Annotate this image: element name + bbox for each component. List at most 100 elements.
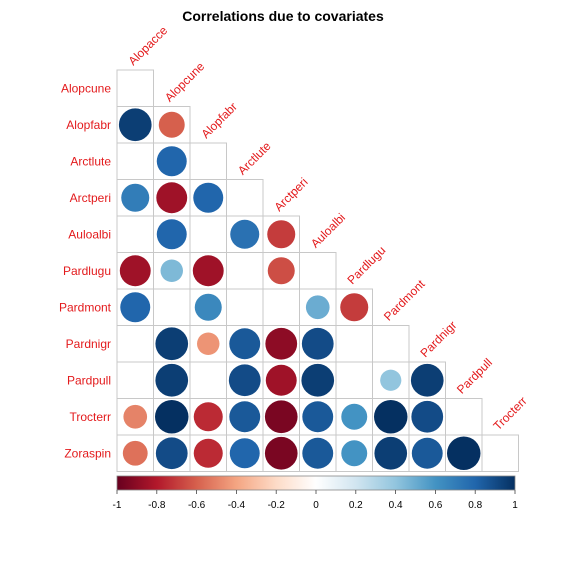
grid-cell — [299, 252, 337, 290]
row-label: Alopfabr — [66, 118, 111, 132]
corr-circle-pardmont-alopfabr — [194, 293, 222, 321]
grid-cell — [372, 325, 410, 363]
grid-cell — [116, 361, 154, 399]
grid-cell — [189, 361, 227, 399]
grid-cell — [189, 215, 227, 253]
corr-circle-arctperi-alopacce — [121, 183, 150, 212]
corr-circle-zoraspin-alopacce — [122, 440, 148, 466]
corr-circle-zoraspin-pardlugu — [341, 440, 368, 467]
row-labels: Alopcune Alopfabr Arctlute Arctperi Auloalbi… — [59, 81, 112, 460]
grid-cell — [226, 288, 264, 326]
colorbar: -1 -0.8 -0.6 -0.4 -0.2 0 0.2 0.4 0.6 0.8 1 — [113, 475, 518, 511]
corr-circle-pardlugu-arctperi — [267, 257, 295, 285]
colorbar-tick-label: -0.6 — [188, 500, 206, 511]
corr-circle-pardlugu-alopcune — [160, 259, 183, 282]
corr-circle-pardmont-auloalbi — [305, 295, 330, 320]
corr-circle-trocterr-auloalbi — [302, 401, 334, 433]
grid-cell — [116, 142, 154, 180]
row-label: Zoraspin — [64, 446, 111, 460]
colorbar-gradient — [117, 476, 515, 490]
corr-circle-zoraspin-pardpull — [447, 436, 481, 470]
corr-circle-auloalbi-arctlute — [230, 219, 260, 249]
corr-circle-trocterr-pardlugu — [341, 403, 368, 430]
row-label: Pardpull — [67, 373, 111, 387]
colorbar-tick-label: -0.4 — [228, 500, 246, 511]
corr-circle-trocterr-alopfabr — [193, 402, 223, 432]
corr-circle-pardnigr-alopcune — [155, 327, 189, 361]
grid-cell — [335, 361, 373, 399]
corr-circle-pardpull-arctlute — [228, 364, 261, 397]
colorbar-tick-label: 0.2 — [349, 500, 363, 511]
grid-cell — [335, 325, 373, 363]
corr-circle-zoraspin-alopfabr — [193, 438, 223, 468]
grid-cell — [226, 252, 264, 290]
grid-cell — [116, 215, 154, 253]
column-label: Arctlute — [235, 139, 274, 178]
colorbar-tick-label: 0.6 — [428, 500, 442, 511]
column-label: Pardpull — [454, 356, 495, 397]
corr-circle-trocterr-arctperi — [264, 400, 298, 434]
colorbar-tick-label: -1 — [113, 500, 122, 511]
corr-circle-pardpull-pardnigr — [410, 363, 444, 397]
corr-circle-arctlute-alopcune — [156, 146, 187, 177]
corr-circle-pardlugu-alopfabr — [192, 255, 224, 287]
grid-cell — [262, 288, 300, 326]
colorbar-tick-label: 0.4 — [389, 500, 403, 511]
grid-cell — [116, 325, 154, 363]
column-label: Pardlugu — [344, 243, 388, 287]
corr-circle-pardlugu-alopacce — [119, 255, 151, 287]
row-label: Pardlugu — [63, 264, 111, 278]
row-label: Alopcune — [61, 81, 111, 95]
corr-circle-pardpull-alopcune — [155, 363, 189, 397]
corr-circle-alopfabr-alopcune — [158, 111, 185, 138]
corr-circle-pardnigr-arctperi — [265, 327, 298, 360]
corr-circle-trocterr-alopacce — [123, 404, 148, 429]
column-label: Alopfabr — [198, 100, 240, 142]
corr-circle-arctperi-alopfabr — [193, 182, 224, 213]
corr-circle-pardmont-pardlugu — [340, 293, 369, 322]
corr-circle-pardpull-pardmont — [380, 369, 402, 391]
row-label: Arctperi — [70, 191, 111, 205]
grid-cell — [226, 179, 264, 217]
column-label: Pardmont — [381, 276, 428, 323]
corr-circle-trocterr-alopcune — [155, 400, 189, 434]
corr-circle-pardmont-alopacce — [120, 292, 151, 323]
colorbar-tick-label: -0.2 — [268, 500, 286, 511]
corr-circle-zoraspin-auloalbi — [302, 437, 334, 469]
corr-circle-pardpull-arctperi — [265, 364, 297, 396]
colorbar-tick-label: 0.8 — [468, 500, 482, 511]
column-label: Pardnigr — [417, 318, 459, 360]
row-label: Pardnigr — [66, 337, 111, 351]
colorbar-tick-label: 1 — [512, 500, 518, 511]
grid-cell — [445, 398, 483, 436]
corr-circle-zoraspin-arctperi — [264, 436, 298, 470]
corr-circle-pardnigr-alopfabr — [197, 332, 220, 355]
colorbar-tick-label: -0.8 — [148, 500, 166, 511]
corr-circle-pardnigr-auloalbi — [301, 327, 334, 360]
colorbar-tick-label: 0 — [313, 500, 319, 511]
corr-circle-trocterr-pardnigr — [411, 400, 444, 433]
corr-circle-zoraspin-arctlute — [229, 438, 260, 469]
chart-title: Correlations due to covariates — [182, 8, 384, 24]
grid-cell — [153, 288, 191, 326]
corr-circle-pardnigr-arctlute — [229, 328, 261, 360]
grid-cell — [481, 434, 519, 472]
circle-layer — [118, 108, 481, 470]
column-label: Arctperi — [271, 175, 310, 214]
corr-circle-arctperi-alopcune — [156, 182, 188, 214]
corr-circle-auloalbi-alopcune — [156, 219, 187, 250]
row-label: Pardmont — [59, 300, 112, 314]
grid-cell — [189, 142, 227, 180]
corr-circle-pardpull-auloalbi — [301, 363, 335, 397]
row-label: Trocterr — [69, 410, 111, 424]
column-label: Alopcune — [162, 59, 208, 105]
grid-cell — [116, 69, 154, 107]
column-label: Alopacce — [125, 23, 170, 68]
corr-circle-zoraspin-pardmont — [374, 436, 408, 470]
corr-circle-alopfabr-alopacce — [118, 108, 152, 142]
row-label: Auloalbi — [68, 227, 111, 241]
corr-circle-zoraspin-pardnigr — [411, 437, 443, 469]
corr-circle-trocterr-pardmont — [374, 400, 408, 434]
row-label: Arctlute — [70, 154, 111, 168]
